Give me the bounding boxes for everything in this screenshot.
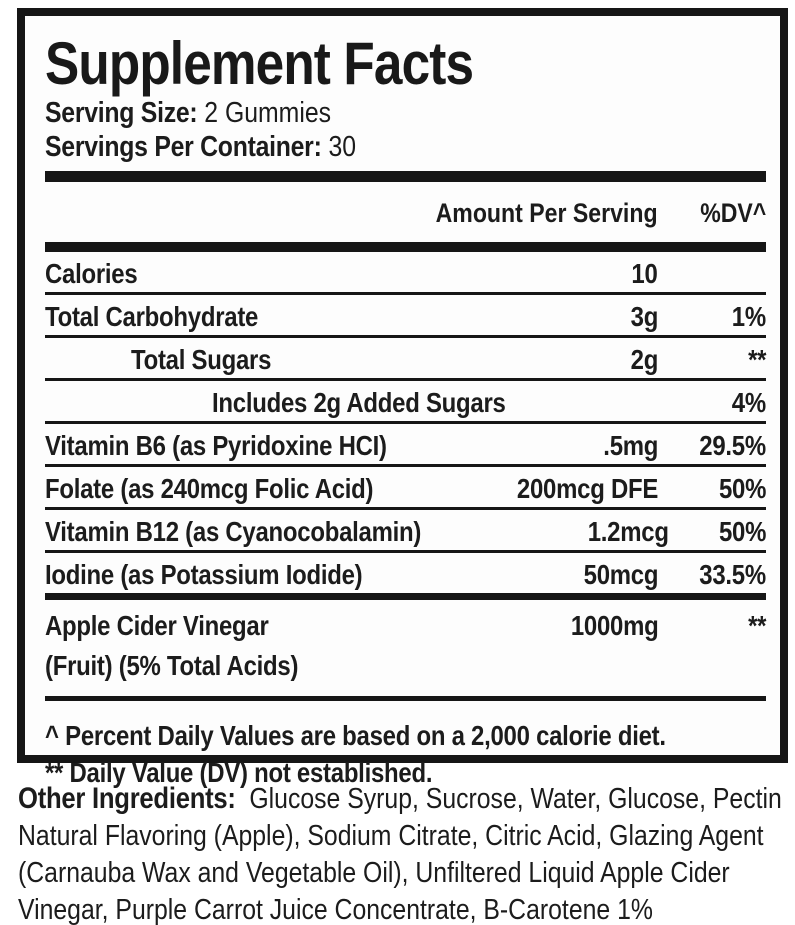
other-ingredients-section: Other Ingredients: Glucose Syrup, Sucrose… [18, 780, 788, 925]
panel-title: Supplement Facts [45, 30, 474, 97]
nutrient-row: Vitamin B12 (as Cyanocobalamin) 1.2mcg 50% [45, 510, 766, 553]
nutrient-dv [658, 258, 766, 289]
servings-per-container-value: 30 [328, 131, 357, 163]
nutrient-name: Folate (as 240mcg Folic Acid) [45, 473, 374, 504]
divider-medium [45, 593, 766, 600]
nutrient-name: Calories [45, 258, 138, 289]
nutrient-row: Includes 2g Added Sugars 4% [45, 381, 766, 424]
footnotes: ^ Percent Daily Values are based on a 2,… [45, 701, 766, 791]
serving-size-label: Serving Size: [45, 97, 198, 129]
nutrient-amount: 10 [631, 258, 658, 289]
nutrient-dv: 29.5% [699, 430, 766, 461]
nutrient-dv: ** [747, 344, 766, 375]
nutrient-amount: 1.2mcg [588, 516, 669, 547]
nutrient-row: Total Carbohydrate 3g 1% [45, 295, 766, 338]
nutrient-name: Apple Cider Vinegar [45, 610, 269, 641]
other-ingredients-line: Natural Flavoring (Apple), Sodium Citrat… [18, 820, 764, 852]
nutrient-amount [555, 387, 693, 418]
nutrient-row: Folate (as 240mcg Folic Acid) 200mcg DFE 5… [45, 467, 766, 510]
other-ingredients-line: Vinegar, Purple Carrot Juice Concentrate… [18, 894, 653, 925]
nutrient-name: Total Carbohydrate [45, 301, 259, 332]
nutrient-amount: 2g [630, 344, 659, 375]
nutrient-name: Iodine (as Potassium Iodide) [45, 559, 363, 590]
supplement-facts-panel: Supplement Facts Serving Size: 2 Gummies… [17, 8, 788, 788]
table-header-row: Amount Per Serving %DV^ [45, 182, 766, 242]
other-ingredients-label: Other Ingredients: [18, 782, 236, 815]
servings-per-container-line: Servings Per Container: 30 [45, 130, 766, 164]
footnote-dv-basis: ^ Percent Daily Values are based on a 2,… [45, 720, 666, 751]
divider-thick-header [45, 242, 766, 252]
nutrient-dv: ** [747, 610, 766, 641]
nutrient-row: Vitamin B6 (as Pyridoxine HCI) .5mg 29.5% [45, 424, 766, 467]
amount-per-serving-header: Amount Per Serving [436, 198, 658, 228]
serving-size-line: Serving Size: 2 Gummies [45, 96, 766, 130]
nutrient-dv: 33.5% [699, 559, 766, 590]
nutrient-name: Vitamin B12 (as Cyanocobalamin) [45, 516, 422, 547]
acv-row: Apple Cider Vinegar 1000mg ** [45, 600, 766, 644]
nutrient-row: Total Sugars 2g ** [45, 338, 766, 381]
nutrient-dv: 1% [731, 301, 766, 332]
serving-size-value: 2 Gummies [204, 97, 332, 129]
nutrient-dv: 50% [718, 516, 766, 547]
other-ingredients-line: Other Ingredients: Glucose Syrup, Sucrose… [18, 782, 782, 815]
other-ingredients-line: (Carnauba Wax and Vegetable Oil), Unfilt… [18, 857, 730, 889]
divider-thick-top [45, 171, 766, 182]
divider-footnote [45, 696, 766, 701]
footnote-dv-not-established: ** Daily Value (DV) not established. [45, 757, 433, 788]
nutrient-row: Calories 10 [45, 252, 766, 295]
nutrient-dv: 4% [731, 387, 766, 418]
acv-row-line2: (Fruit) (5% Total Acids) [45, 650, 299, 681]
nutrient-dv: 50% [718, 473, 766, 504]
nutrient-name: Total Sugars [131, 344, 272, 375]
servings-per-container-label: Servings Per Container: [45, 131, 322, 163]
nutrient-amount: 1000mg [570, 610, 658, 641]
nutrient-row: Iodine (as Potassium Iodide) 50mcg 33.5% [45, 553, 766, 593]
nutrient-name: Includes 2g Added Sugars [212, 387, 506, 418]
nutrient-amount: 200mcg DFE [516, 473, 658, 504]
nutrient-amount: .5mg [603, 430, 658, 461]
dv-header: %DV^ [699, 198, 766, 228]
nutrient-amount: 50mcg [583, 559, 658, 590]
nutrient-amount: 3g [630, 301, 659, 332]
nutrient-name: Vitamin B6 (as Pyridoxine HCI) [45, 430, 387, 461]
facts-rows: Calories 10 Total Carbohydrate 3g 1% Total Su… [45, 252, 766, 593]
